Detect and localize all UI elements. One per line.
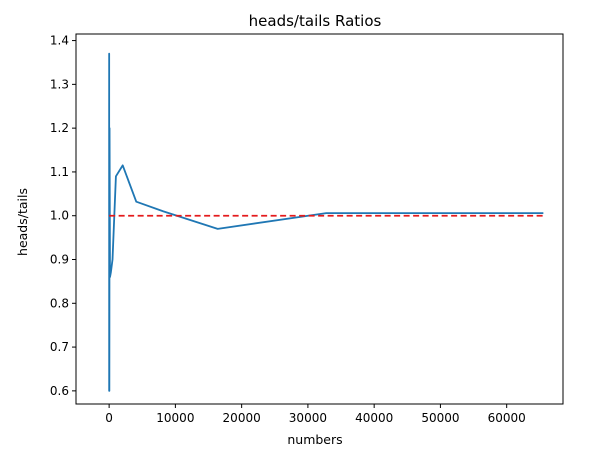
- y-tick-label: 0.9: [50, 253, 69, 267]
- y-axis-label: heads/tails: [15, 188, 30, 256]
- plot-area: 0 10000 20000 30000 40000 50000 60000 0.6 0.7 0.8…: [50, 33, 564, 425]
- y-tick-label: 1.0: [50, 209, 69, 223]
- y-tick-label: 1.4: [50, 34, 69, 48]
- x-tick-label: 60000: [488, 411, 526, 425]
- x-tick-label: 30000: [289, 411, 327, 425]
- series-line-1: [108, 52, 544, 392]
- y-tick-label: 0.7: [50, 340, 69, 354]
- y-tick-label: 1.3: [50, 77, 69, 91]
- x-tick-label: 0: [105, 411, 113, 425]
- y-tick-label: 1.2: [50, 121, 69, 135]
- chart-title: heads/tails Ratios: [249, 12, 382, 30]
- y-tick-label: 1.1: [50, 165, 69, 179]
- x-tick-label: 20000: [223, 411, 261, 425]
- axes-frame: [75, 33, 564, 405]
- y-tick-label: 0.8: [50, 296, 69, 310]
- x-tick-label: 50000: [421, 411, 459, 425]
- x-tick-label: 10000: [156, 411, 194, 425]
- x-tick-label: 40000: [355, 411, 393, 425]
- x-axis-label: numbers: [287, 432, 342, 447]
- y-tick-label: 0.6: [50, 384, 69, 398]
